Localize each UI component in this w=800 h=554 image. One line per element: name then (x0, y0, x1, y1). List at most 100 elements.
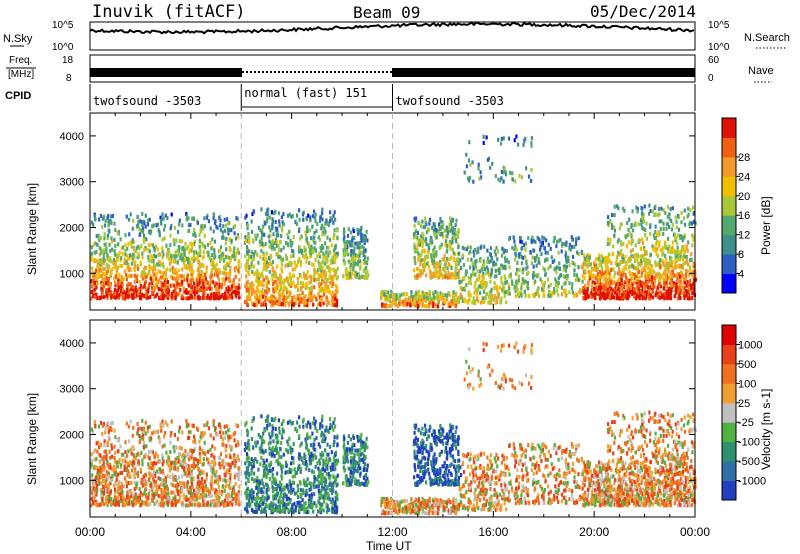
power-cell (167, 296, 170, 300)
power-cell (477, 249, 480, 254)
power-cell (462, 253, 465, 258)
power-cell (258, 280, 261, 285)
power-cell (321, 243, 324, 248)
power-cell (254, 233, 257, 238)
power-cell (411, 297, 414, 302)
power-cell (292, 253, 295, 258)
power-cell (493, 274, 496, 279)
power-cell (121, 287, 124, 292)
power-cell (448, 222, 451, 227)
power-cell (140, 244, 143, 248)
power-cell (153, 248, 156, 253)
power-cell (623, 208, 626, 213)
power-cell (221, 292, 224, 297)
power-cell (688, 258, 692, 263)
power-cell (439, 264, 442, 269)
power-cell (422, 225, 425, 230)
power-cell (102, 253, 105, 258)
power-cell (305, 273, 308, 278)
power-cell (277, 255, 280, 259)
power-cell (514, 289, 517, 294)
power-cell (227, 227, 230, 232)
power-cell (450, 301, 453, 306)
power-cell (222, 258, 225, 263)
power-cell (654, 261, 657, 266)
power-cell (624, 254, 627, 259)
power-cell (665, 245, 668, 250)
velocity-cell (157, 503, 161, 507)
power-cell (297, 249, 301, 254)
power-cell (610, 261, 613, 266)
power-cell (303, 245, 306, 250)
power-cell (95, 276, 99, 281)
power-cell (275, 233, 278, 238)
power-cell (652, 233, 655, 238)
power-cell (101, 282, 104, 287)
power-cell (643, 250, 647, 255)
power-cell (138, 227, 141, 231)
power-cell (333, 293, 336, 298)
power-cell (219, 223, 222, 228)
power-cell (438, 230, 441, 235)
power-cell (281, 292, 284, 297)
power-cell (107, 214, 110, 219)
power-cell (251, 269, 254, 274)
power-cell (92, 222, 95, 227)
power-cell (200, 279, 203, 283)
power-cell (637, 270, 640, 274)
power-cell (640, 292, 643, 297)
power-cell (458, 251, 461, 256)
power-cell (103, 277, 106, 282)
velocity-cell (202, 494, 205, 499)
power-cell (166, 285, 169, 290)
power-cell (682, 285, 685, 290)
power-cell (407, 296, 411, 301)
power-cell (142, 226, 145, 231)
power-cell (515, 253, 518, 258)
power-cell (637, 291, 640, 296)
power-cell (472, 179, 475, 184)
power-cell (117, 253, 120, 258)
power-cell (474, 263, 477, 268)
power-cell (432, 293, 435, 298)
power-cell (314, 257, 317, 262)
power-cell (110, 259, 113, 264)
power-cell (215, 290, 218, 295)
power-cell (620, 287, 623, 291)
power-cell (143, 284, 146, 289)
power-cell (625, 235, 628, 240)
power-cell (358, 249, 361, 254)
power-cell (114, 243, 117, 248)
power-cell (262, 294, 265, 299)
power-cell (596, 266, 600, 271)
power-cell (598, 283, 601, 288)
power-cell (439, 261, 442, 266)
power-cell (277, 233, 280, 238)
power-cell (434, 233, 437, 238)
power-cell (493, 249, 496, 254)
power-cell (542, 236, 545, 241)
power-cell (193, 281, 196, 286)
power-cell (252, 257, 255, 261)
power-cell (191, 216, 194, 221)
power-cell (579, 287, 582, 292)
power-cell (558, 267, 562, 271)
power-cell (652, 247, 655, 252)
power-cell (646, 281, 649, 285)
velocity-cell (153, 479, 156, 484)
power-cell (630, 275, 633, 280)
power-cell (518, 292, 521, 297)
power-cell (130, 254, 133, 259)
power-cell (226, 217, 229, 222)
power-cell (517, 142, 520, 147)
power-cell (640, 237, 644, 242)
power-cell (280, 248, 283, 253)
power-cell (187, 216, 190, 221)
power-cell (192, 258, 195, 263)
power-cell (313, 294, 316, 299)
velocity-cell (196, 492, 199, 497)
power-cell (307, 294, 311, 298)
power-cell (196, 275, 199, 280)
power-cell (531, 239, 534, 244)
power-cell (490, 300, 493, 305)
